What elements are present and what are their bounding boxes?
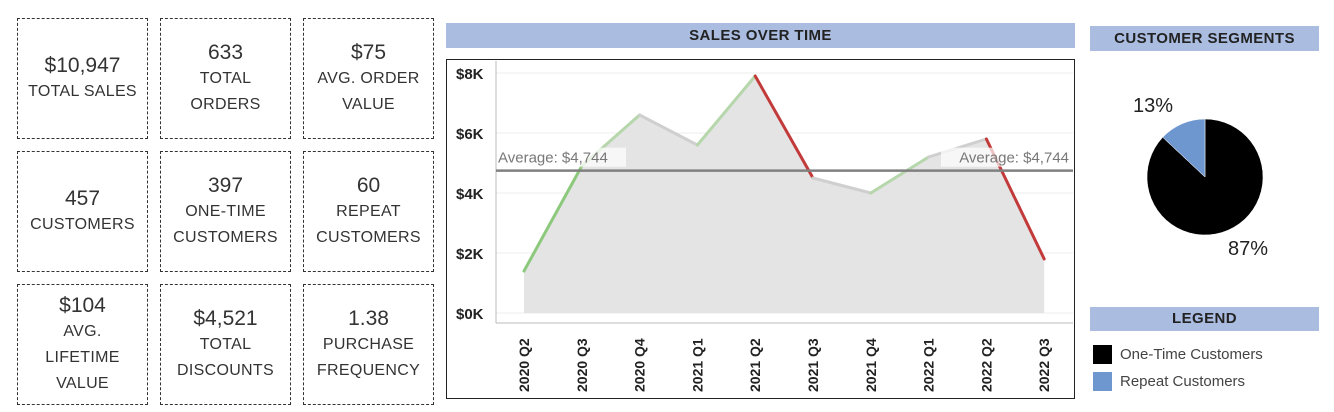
kpi-value: $75	[350, 40, 387, 64]
sales-chart-frame	[446, 59, 1075, 399]
y-tick-label: $0K	[456, 306, 484, 323]
kpi-purchase-frequency: 1.38 PURCHASE FREQUENCY	[303, 284, 434, 405]
legend-swatch	[1093, 345, 1112, 364]
legend-label: Repeat Customers	[1120, 373, 1246, 390]
kpi-value: 60	[356, 173, 381, 197]
x-tick-label: 2020 Q3	[574, 338, 590, 392]
average-label-bg	[497, 147, 626, 167]
kpi-value: 397	[207, 173, 244, 197]
kpi-label: TOTAL DISCOUNTS	[177, 335, 274, 379]
y-tick-label: $8K	[456, 66, 484, 83]
x-tick-label: 2021 Q4	[863, 338, 879, 392]
legend-title: LEGEND	[1090, 307, 1319, 331]
kpi-label: AVG. LIFETIME VALUE	[45, 322, 120, 392]
kpi-avg-order-value: $75 AVG. ORDER VALUE	[303, 18, 434, 139]
kpi-repeat-customers: 60 REPEAT CUSTOMERS	[303, 151, 434, 272]
sales-over-time-chart: Average: $4,744 Average: $4,744 $0K $2K $4K…	[456, 61, 1073, 392]
average-label: Average: $4,744	[959, 150, 1069, 167]
sales-line-segment	[695, 74, 757, 147]
y-tick-label: $6K	[456, 126, 484, 143]
average-label: Average: $4,744	[498, 150, 608, 167]
kpi-value: 1.38	[348, 306, 389, 330]
repeat-pct-label: 13%	[1133, 95, 1174, 117]
x-tick-label: 2022 Q1	[921, 338, 937, 392]
kpi-label: REPEAT CUSTOMERS	[316, 202, 421, 246]
x-tick-label: 2021 Q3	[805, 338, 821, 392]
x-tick-label: 2020 Q4	[632, 338, 648, 392]
customer-segments-pie	[1146, 118, 1264, 236]
x-tick-label: 2022 Q2	[978, 338, 994, 392]
sales-chart-title: SALES OVER TIME	[446, 23, 1075, 48]
x-tick-label: 2021 Q2	[747, 338, 763, 392]
sales-line-segment	[638, 113, 699, 147]
one-time-pct-label: 87%	[1228, 238, 1269, 260]
kpi-label: CUSTOMERS	[30, 215, 135, 233]
kpi-label: TOTAL ORDERS	[190, 69, 261, 113]
sales-line-segment	[811, 176, 873, 195]
kpi-one-time-customers: 397 ONE-TIME CUSTOMERS	[160, 151, 291, 272]
kpi-label: PURCHASE FREQUENCY	[316, 335, 421, 379]
kpi-customers: 457 CUSTOMERS	[17, 151, 148, 272]
kpi-value: 457	[64, 186, 101, 210]
segments-title: CUSTOMER SEGMENTS	[1090, 26, 1319, 51]
y-tick-label: $2K	[456, 246, 484, 263]
x-tick-label: 2021 Q1	[689, 338, 705, 392]
sales-line-segment	[753, 74, 815, 180]
legend-label: One-Time Customers	[1120, 346, 1263, 363]
x-tick-label: 2022 Q3	[1036, 338, 1052, 392]
kpi-avg-lifetime-value: $104 AVG. LIFETIME VALUE	[17, 284, 148, 405]
legend-swatch	[1093, 372, 1112, 391]
kpi-value: $10,947	[44, 53, 121, 77]
kpi-total-sales: $10,947 TOTAL SALES	[17, 18, 148, 139]
kpi-value: $4,521	[193, 306, 258, 330]
kpi-label: ONE-TIME CUSTOMERS	[173, 202, 278, 246]
kpi-value: 633	[207, 40, 244, 64]
x-tick-label: 2020 Q2	[516, 338, 532, 392]
legend-item-repeat: Repeat Customers	[1093, 372, 1245, 391]
kpi-total-orders: 633 TOTAL ORDERS	[160, 18, 291, 139]
kpi-label: AVG. ORDER VALUE	[317, 69, 420, 113]
kpi-value: $104	[59, 293, 106, 317]
sales-line-segment	[522, 164, 584, 273]
pie-slice	[1162, 118, 1206, 178]
sales-line-segment	[869, 155, 931, 195]
y-tick-label: $4K	[456, 186, 484, 203]
legend-item-one-time: One-Time Customers	[1093, 345, 1263, 364]
average-label-bg	[941, 147, 1070, 167]
kpi-label: TOTAL SALES	[28, 82, 137, 100]
kpi-total-discounts: $4,521 TOTAL DISCOUNTS	[160, 284, 291, 405]
sales-area	[524, 76, 1045, 313]
